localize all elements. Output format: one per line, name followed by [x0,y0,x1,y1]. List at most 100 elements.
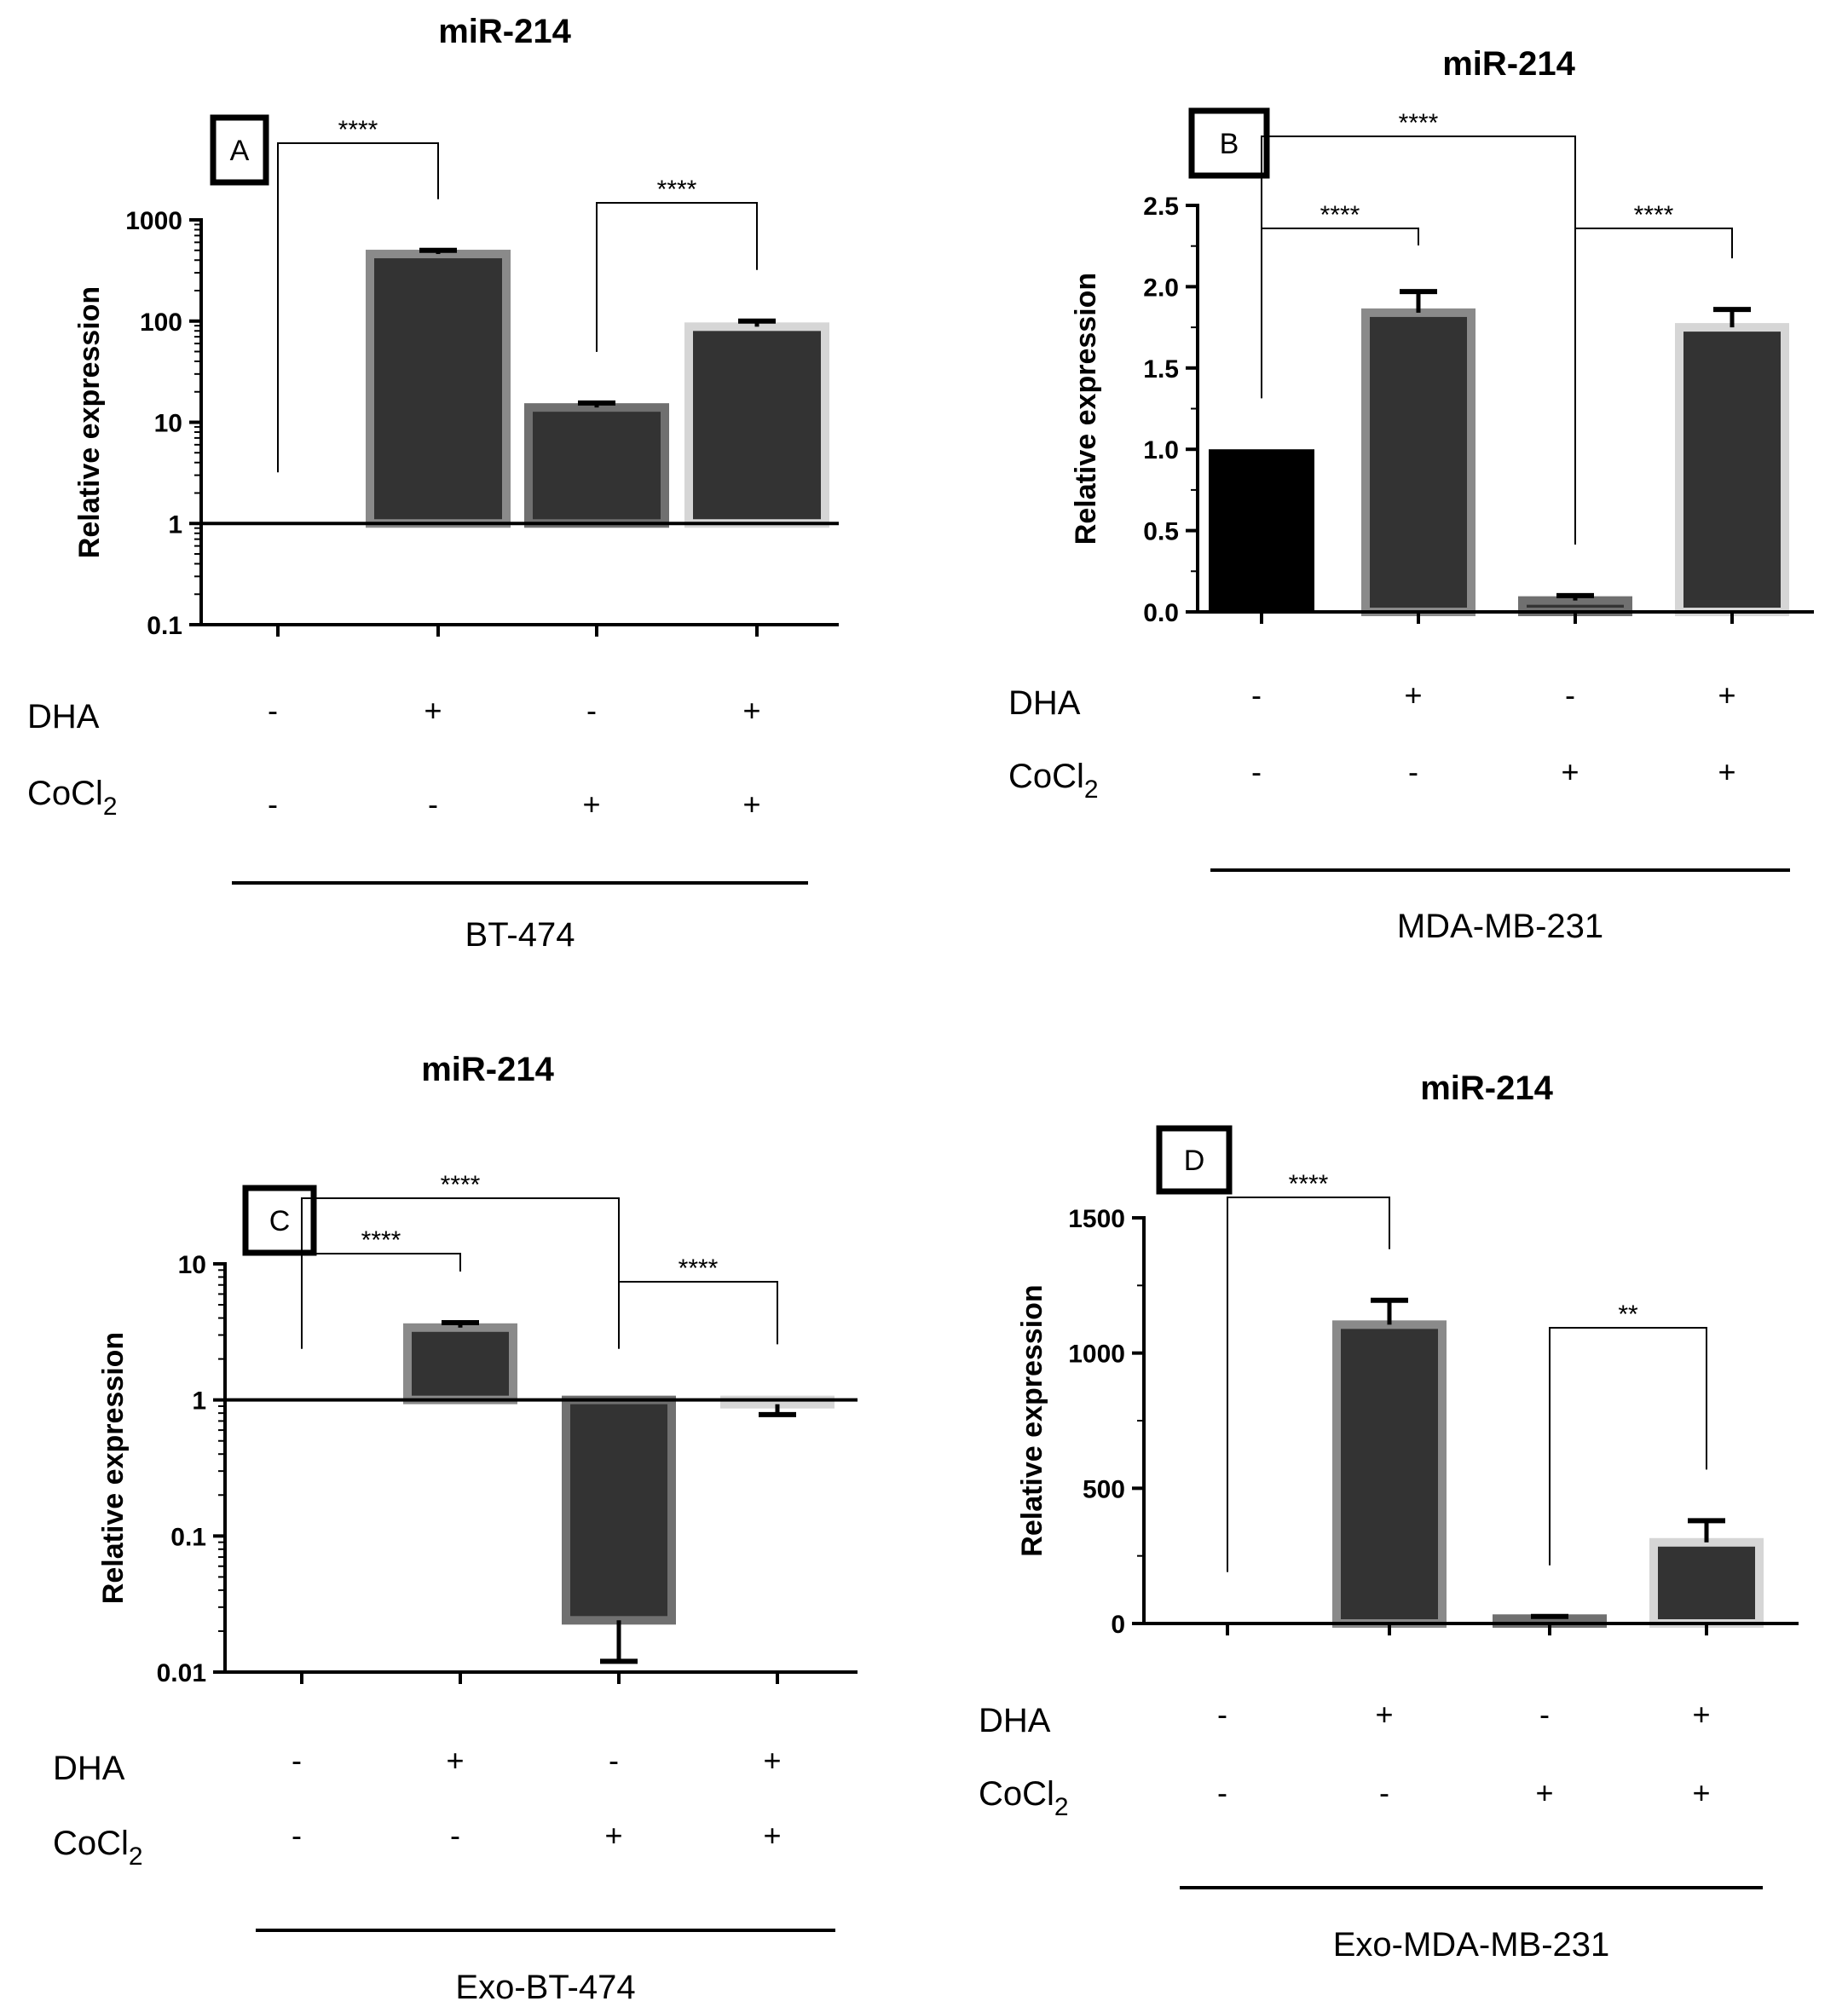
panel-c: miR-214 C 0.01 0.1 1 10 Relative expression ***… [53,1051,858,2006]
treatment-label-dha: DHA [1008,684,1081,722]
bar-2 [403,1323,517,1404]
dha-symbol-1: - [292,1743,302,1778]
treatment-label-cocl2-sub: 2 [129,1843,143,1871]
y-tick-label: 10 [154,410,182,438]
y-tick-label: 0.01 [157,1659,206,1687]
y-tick-label: 0.5 [1143,518,1179,546]
significance-label: **** [1320,201,1360,229]
significance-label: **** [1289,1170,1329,1198]
treatment-label-cocl2-sub: 2 [103,793,118,821]
dha-symbol-4: + [1692,1697,1710,1732]
treatment-label-cocl2-main: CoCl [979,1775,1054,1813]
treatment-label-cocl2: CoCl2 [979,1775,1069,1821]
dha-symbol-2: + [1404,678,1422,712]
y-axis-label: Relative expression [1070,273,1102,545]
significance-label: **** [679,1254,719,1283]
treatment-label-cocl2-main: CoCl [1008,758,1084,795]
cocl2-symbol-4: + [742,787,760,822]
cocl2-symbol-1: - [1217,1775,1227,1810]
dha-symbol-2: + [446,1743,464,1778]
panel-label-box [1156,1125,1233,1195]
significance-bracket [277,142,439,473]
treatment-label-dha: DHA [979,1702,1051,1739]
chart-title: miR-214 [1420,1070,1553,1107]
bar-3 [1518,596,1632,616]
panel-b: miR-214 B 0.0 0.5 1.0 1.5 2.0 2.5 Relative expre… [1008,45,1814,945]
significance-bracket [301,1253,461,1349]
y-tick-label: 1 [168,510,182,539]
cocl2-symbol-3: + [1535,1775,1553,1810]
y-tick-label: 10 [178,1251,206,1279]
bar-4 [1675,323,1789,616]
y-tick-label: 0.1 [147,612,182,640]
significance-bracket [1227,1197,1390,1572]
bar-2 [1332,1320,1447,1628]
cocl2-symbol-1: - [1251,754,1262,789]
cocl2-symbol-1: - [292,1818,302,1853]
cocl2-symbol-2: - [428,787,438,822]
y-axis-label: Relative expression [73,286,106,558]
bar-2 [1361,308,1476,616]
bar-3 [524,403,669,528]
dha-symbol-3: - [586,693,597,728]
treatment-label-dha: DHA [53,1750,125,1787]
dha-symbol-1: - [1251,678,1262,712]
dha-symbol-4: + [1718,678,1735,712]
cell-line-label: MDA-MB-231 [1397,908,1603,945]
y-tick-label: 2.5 [1143,193,1179,221]
significance-bracket [596,202,758,352]
dha-symbol-1: - [268,693,278,728]
chart-title: miR-214 [421,1051,554,1088]
dha-symbol-4: + [763,1743,781,1778]
significance-bracket [1574,228,1733,545]
chart-title: miR-214 [1442,45,1575,83]
significance-label: **** [338,116,378,144]
dha-symbol-3: - [609,1743,619,1778]
y-tick-label: 1500 [1068,1205,1125,1233]
cocl2-symbol-4: + [1718,754,1735,789]
y-tick-label: 0.0 [1143,599,1179,627]
significance-label: **** [361,1226,401,1254]
significance-bracket [618,1281,778,1349]
y-tick-label: 1000 [1068,1341,1125,1369]
dha-symbol-2: + [1375,1697,1393,1732]
y-tick-label: 500 [1083,1475,1125,1503]
dha-symbol-2: + [424,693,442,728]
y-tick-label: 1 [192,1387,206,1416]
cocl2-symbol-2: - [1379,1775,1389,1810]
cocl2-symbol-2: - [450,1818,460,1853]
bar-2 [366,250,511,528]
dha-symbol-3: - [1539,1697,1550,1732]
bar-1 [1209,449,1314,612]
cell-line-label: BT-474 [465,916,575,954]
treatment-label-cocl2-sub: 2 [1084,776,1099,804]
cocl2-symbol-4: + [1692,1775,1710,1810]
y-tick-label: 100 [140,309,182,337]
treatment-label-cocl2-main: CoCl [27,775,103,812]
y-tick-label: 1.0 [1143,436,1179,464]
treatment-label-cocl2: CoCl2 [27,775,118,821]
significance-bracket [1549,1327,1707,1566]
treatment-label-dha: DHA [27,698,100,735]
cell-line-label: Exo-BT-474 [455,1969,635,2006]
y-tick-label: 0.1 [170,1523,206,1551]
cocl2-symbol-1: - [268,787,278,822]
y-tick-label: 0 [1111,1611,1125,1639]
significance-label: **** [1634,201,1674,229]
treatment-label-cocl2: CoCl2 [53,1825,143,1871]
treatment-label-cocl2-main: CoCl [53,1825,129,1862]
treatment-label-cocl2: CoCl2 [1008,758,1099,804]
panel-label: A [230,135,250,167]
y-axis-label: Relative expression [1016,1284,1048,1556]
panel-a: miR-214 A 0.1 1 10 100 1000 Relative expression… [27,13,839,954]
significance-label: ** [1618,1301,1638,1329]
panel-label: B [1220,128,1239,160]
cell-line-label: Exo-MDA-MB-231 [1333,1926,1610,1964]
significance-label: **** [1399,109,1439,137]
dha-symbol-3: - [1565,678,1575,712]
y-tick-label: 1000 [125,207,182,235]
panel-label: C [269,1205,291,1237]
panel-label-box [1188,107,1270,179]
dha-symbol-1: - [1217,1697,1227,1732]
